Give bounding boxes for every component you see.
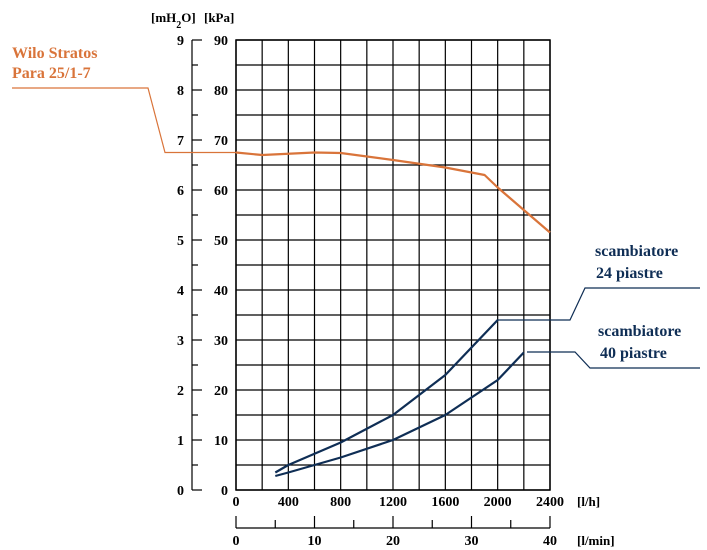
lmin-tick-label: 0 — [233, 534, 240, 549]
pump-label-leader — [12, 87, 236, 154]
kpa-tick-label: 70 — [214, 134, 228, 149]
mwc-tick-label: 7 — [177, 134, 184, 149]
lh-tick-label: 1600 — [431, 495, 459, 510]
kpa-tick-label: 90 — [214, 34, 228, 49]
pump-series-label: Para 25/1-7 — [12, 65, 91, 82]
plot-border — [235, 39, 551, 491]
mwc-tick-label: 1 — [177, 434, 184, 449]
lh-tick-label: 0 — [233, 495, 240, 510]
mwc-tick-label: 8 — [177, 84, 184, 99]
lmin-tick-label: 40 — [543, 534, 557, 549]
exchanger-series-label: scambiatore — [595, 243, 678, 260]
kpa-tick-label: 10 — [214, 434, 228, 449]
lmin-tick-label: 20 — [386, 534, 400, 549]
lh-tick-label: 400 — [278, 495, 299, 510]
axes — [191, 39, 551, 529]
kpa-tick-label: 30 — [214, 334, 228, 349]
exchanger-series-label: scambiatore — [598, 323, 681, 340]
lmin-unit-label: [l/min] — [577, 533, 615, 548]
kpa-tick-label: 20 — [214, 384, 228, 399]
exchanger-series-label: 40 piastre — [600, 345, 667, 362]
mwc-unit-label: [mH2O] — [151, 10, 196, 31]
kpa-tick-label: 60 — [214, 184, 228, 199]
exchanger-label-leader — [527, 351, 700, 369]
lmin-tick-label: 10 — [307, 534, 321, 549]
exchanger-series-label: 24 piastre — [596, 265, 663, 282]
exchanger-curve-1 — [274, 319, 499, 474]
kpa-unit-label: [kPa] — [204, 10, 234, 25]
mwc-tick-label: 4 — [177, 284, 184, 299]
kpa-tick-label: 0 — [221, 484, 228, 499]
mwc-tick-label: 5 — [177, 234, 184, 249]
exchanger-label-leader — [497, 287, 700, 321]
mwc-tick-label: 9 — [177, 34, 184, 49]
pump-curve — [235, 151, 551, 234]
pump-series-label: Wilo Stratos — [12, 45, 97, 62]
lh-tick-label: 1200 — [379, 495, 407, 510]
grid — [235, 39, 551, 491]
kpa-tick-label: 40 — [214, 284, 228, 299]
lmin-tick-label: 30 — [464, 534, 478, 549]
kpa-tick-label: 50 — [214, 234, 228, 249]
mwc-tick-label: 6 — [177, 184, 184, 199]
lh-tick-label: 800 — [330, 495, 351, 510]
mwc-tick-label: 2 — [177, 384, 184, 399]
kpa-tick-label: 80 — [214, 84, 228, 99]
exchanger-curve-2 — [275, 351, 525, 478]
series-labels: Wilo Stratos Para 25/1-7 scambiatore 24 pia… — [12, 45, 700, 369]
mwc-tick-label: 3 — [177, 334, 184, 349]
lh-tick-label: 2400 — [536, 495, 564, 510]
lh-tick-label: 2000 — [484, 495, 512, 510]
lh-unit-label: [l/h] — [577, 494, 600, 509]
mwc-tick-label: 0 — [177, 484, 184, 499]
curves — [235, 151, 551, 478]
